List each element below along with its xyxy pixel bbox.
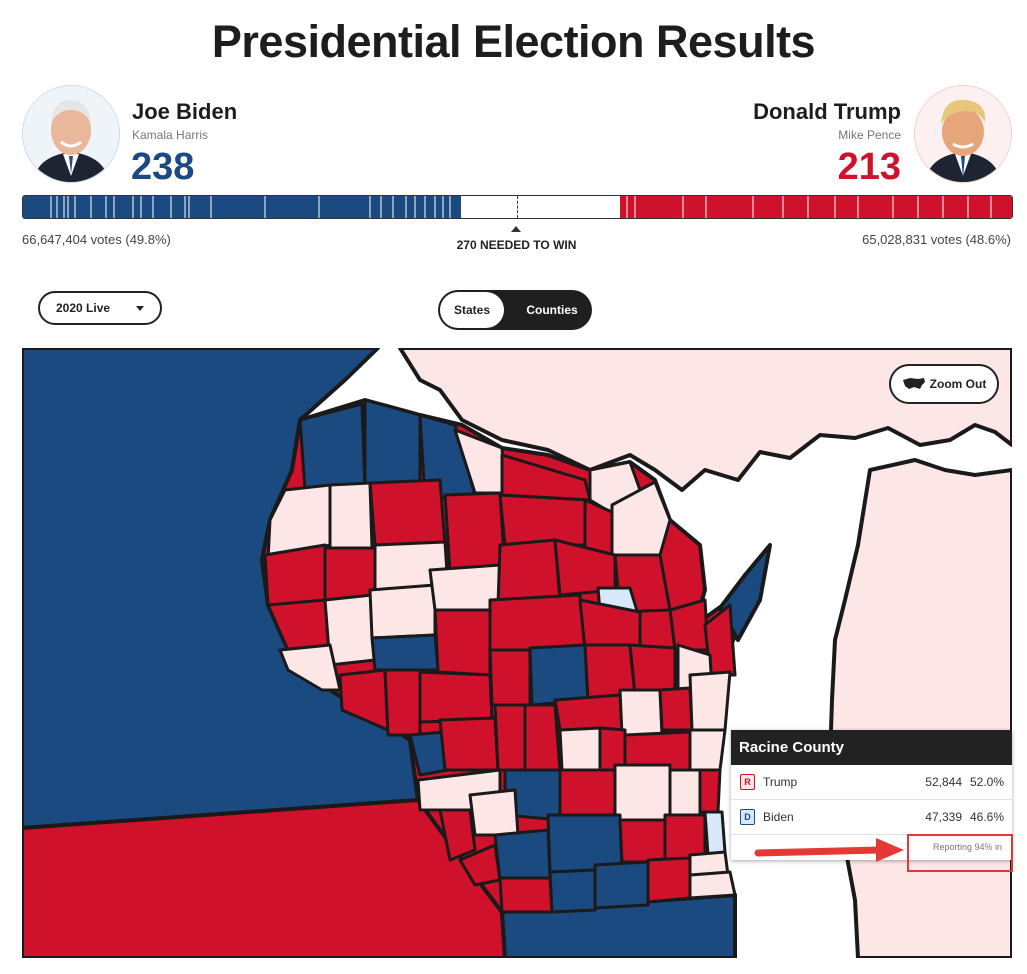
county-kenosha [688, 870, 737, 900]
dem-electoral-fill [23, 196, 461, 218]
left-candidate-name: Joe Biden [132, 99, 238, 124]
county-marquette [558, 726, 602, 772]
view-toggle[interactable]: States Counties [438, 290, 592, 330]
electoral-vote-bar [22, 195, 1013, 219]
michigan-up-region [398, 348, 1012, 492]
annotation-arrow [754, 838, 904, 862]
county-marathon [488, 593, 587, 652]
county-adams [523, 703, 562, 772]
iowa-region [22, 798, 507, 958]
county-wood [488, 648, 532, 707]
threshold-line [517, 196, 518, 218]
county-washington [668, 768, 702, 822]
county-calumet [658, 686, 694, 732]
county-dodge [613, 763, 672, 822]
year-select[interactable]: 2020 Live [38, 291, 162, 325]
trump-avatar [914, 85, 1012, 183]
county-buffalo [383, 668, 422, 737]
county-lafayette [498, 876, 554, 914]
county-juneau [493, 703, 527, 772]
county-bayfield [363, 398, 422, 487]
michigan-lp-region [828, 458, 1012, 958]
candidate-name: Trump [763, 775, 798, 789]
county-milwaukee [703, 810, 727, 857]
county-pierce [278, 643, 342, 692]
county-marinette [610, 480, 672, 557]
rep-electoral-fill [620, 196, 1012, 218]
county-richland [468, 788, 520, 837]
county-manitowoc [688, 670, 732, 732]
tooltip-reporting: Reporting 94% in [932, 842, 1002, 852]
county-price [443, 491, 507, 574]
county-map[interactable] [22, 348, 1012, 958]
us-map-icon [902, 378, 925, 389]
tooltip-row-trump: R Trump 52,844 52.0% [731, 765, 1012, 800]
county-crawford [438, 808, 477, 862]
threshold-marker [511, 226, 521, 232]
tooltip-county-name: Racine County [731, 730, 1012, 765]
needed-to-win-label: 270 NEEDED TO WIN [456, 238, 577, 252]
county-winnebago [618, 688, 664, 737]
county-waushara [553, 693, 624, 732]
county-sheboygan [688, 728, 727, 772]
candidate-votes: 52,844 [925, 775, 962, 789]
county-clark [433, 608, 492, 677]
county-barron [323, 546, 377, 602]
highlight-box [907, 834, 1013, 872]
zoom-out-button[interactable]: Zoom Out [889, 364, 999, 404]
county-eau-claire [370, 633, 440, 672]
candidate-pct: 46.6% [969, 810, 1004, 824]
county-monroe [438, 716, 500, 772]
county-walworth [646, 856, 692, 904]
county-brown [668, 598, 710, 652]
left-popular-votes: 66,647,404 votes (49.8%) [22, 232, 171, 247]
county-douglas [298, 402, 367, 492]
door-peninsula-region [718, 543, 772, 642]
bar-state-dividers [50, 196, 992, 218]
county-polk [263, 543, 327, 607]
left-electoral-votes: 238 [131, 146, 195, 188]
county-oneida [498, 493, 592, 547]
county-sawyer [368, 478, 447, 547]
left-running-mate: Kamala Harris [132, 128, 209, 142]
right-running-mate: Mike Pence [838, 128, 901, 142]
candidate-name: Biden [763, 810, 794, 824]
biden-avatar [22, 85, 120, 183]
county-rock [593, 860, 650, 910]
county-chippewa [368, 583, 437, 640]
candidate-votes: 47,339 [925, 810, 962, 824]
county-tooltip: Racine County R Trump 52,844 52.0% D Bid… [731, 730, 1012, 860]
right-electoral-votes: 213 [837, 146, 901, 188]
toggle-counties[interactable]: Counties [526, 303, 578, 317]
county-outagamie [628, 643, 677, 697]
county-iowa [493, 828, 552, 882]
county-portage [528, 643, 590, 707]
party-badge-r: R [740, 774, 755, 790]
map-svg [22, 348, 1012, 958]
party-badge-d: D [740, 809, 755, 825]
candidate-pct: 52.0% [969, 775, 1004, 789]
tooltip-row-biden: D Biden 47,339 46.6% [731, 800, 1012, 835]
caret-down-icon [136, 306, 144, 311]
zoom-out-label: Zoom Out [929, 377, 987, 391]
right-candidate-name: Donald Trump [753, 99, 901, 124]
county-ozaukee [698, 768, 722, 814]
year-select-label: 2020 Live [56, 301, 111, 315]
county-jefferson [618, 818, 667, 864]
page-title: Presidential Election Results [211, 16, 816, 67]
county-green [548, 868, 597, 914]
county-washburn [328, 481, 374, 550]
county-columbia [558, 768, 617, 820]
toggle-states[interactable]: States [440, 292, 504, 328]
right-popular-votes: 65,028,831 votes (48.6%) [862, 232, 1011, 247]
county-jackson [418, 670, 494, 724]
